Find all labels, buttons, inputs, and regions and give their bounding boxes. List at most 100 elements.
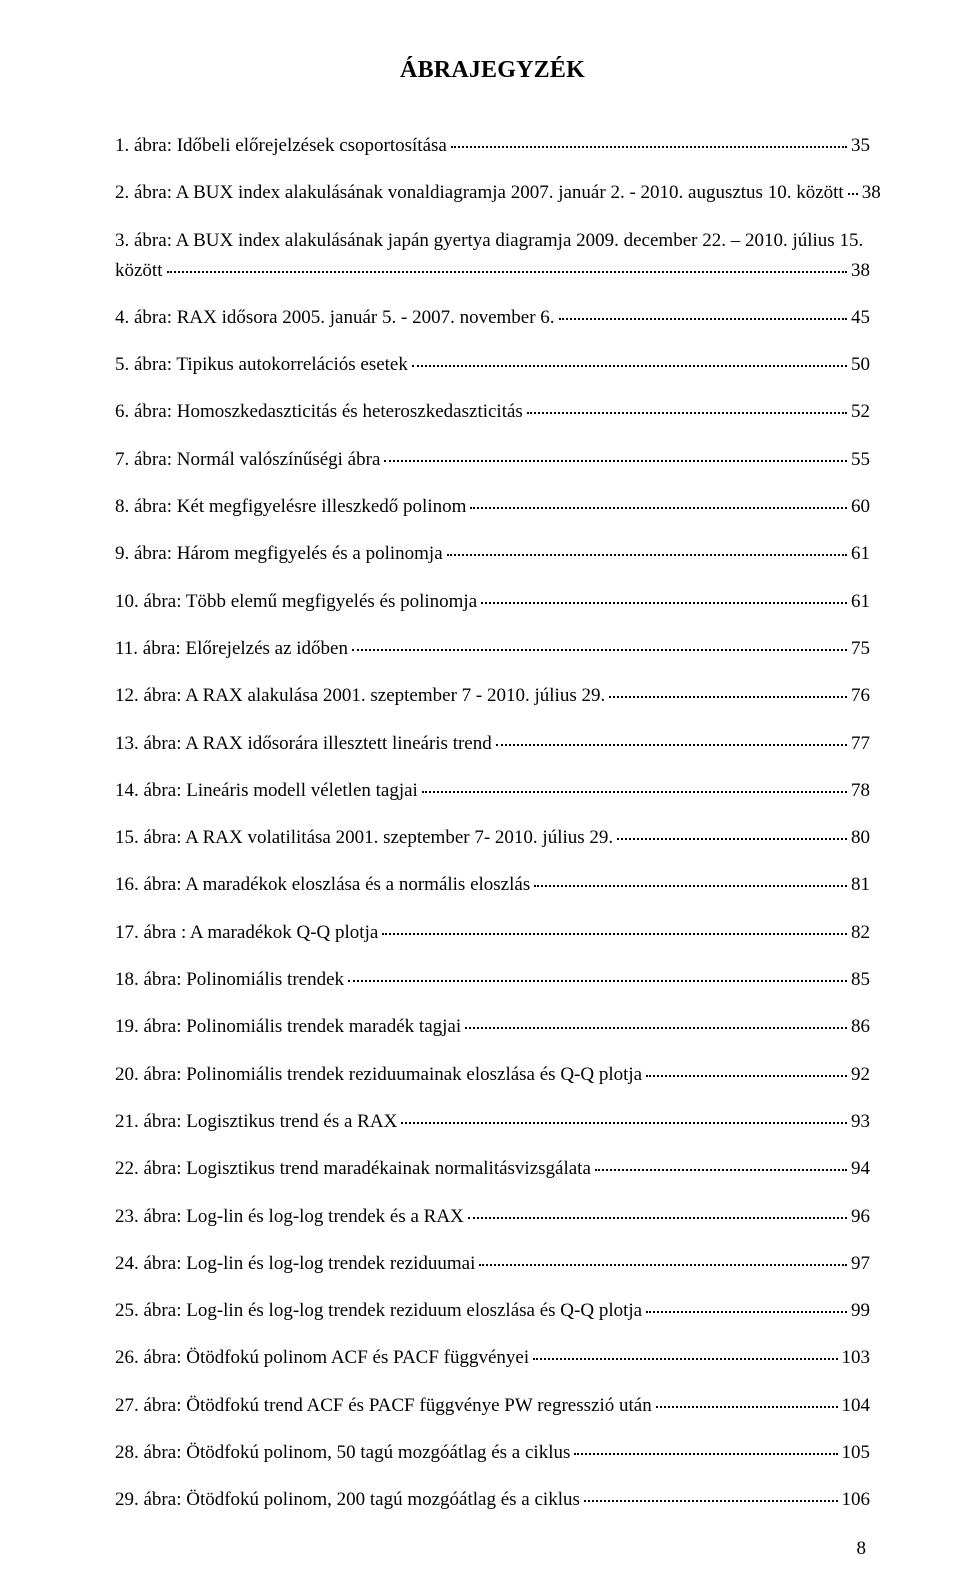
toc-entry-label-line1: 3. ábra: A BUX index alakulásának japán … [115, 231, 870, 250]
toc-entry: 20. ábra: Polinomiális trendek reziduuma… [115, 1065, 870, 1084]
toc-entry: 3. ábra: A BUX index alakulásának japán … [115, 231, 870, 280]
toc-dot-leader [656, 1406, 838, 1408]
toc-entry-label: 10. ábra: Több elemű megfigyelés és poli… [115, 592, 477, 611]
toc-entry-page: 55 [851, 450, 870, 469]
toc-entry: 21. ábra: Logisztikus trend és a RAX93 [115, 1112, 870, 1131]
toc-entry-label: 16. ábra: A maradékok eloszlása és a nor… [115, 875, 530, 894]
toc-entry-label: 25. ábra: Log-lin és log-log trendek rez… [115, 1301, 642, 1320]
toc-entry: 10. ábra: Több elemű megfigyelés és poli… [115, 592, 870, 611]
toc-entry-label: 11. ábra: Előrejelzés az időben [115, 639, 348, 658]
toc-entry-page: 103 [842, 1348, 871, 1367]
toc-dot-leader [352, 649, 847, 651]
toc-entry-page: 35 [851, 136, 870, 155]
toc-entry-page: 106 [842, 1490, 871, 1509]
toc-entry-page: 76 [851, 686, 870, 705]
toc-dot-leader [533, 1358, 837, 1360]
toc-dot-leader [595, 1169, 847, 1171]
toc-entry-page: 78 [851, 781, 870, 800]
toc-dot-leader [479, 1264, 847, 1266]
toc-entry: 9. ábra: Három megfigyelés és a polinomj… [115, 544, 870, 563]
toc-dot-leader [412, 365, 847, 367]
toc-entry-label: 21. ábra: Logisztikus trend és a RAX [115, 1112, 397, 1131]
toc-dot-leader [496, 744, 847, 746]
toc-entry: 13. ábra: A RAX idősorára illesztett lin… [115, 734, 870, 753]
toc-entry-page: 92 [851, 1065, 870, 1084]
toc-entry-page: 61 [851, 544, 870, 563]
toc-dot-leader [167, 271, 848, 273]
toc-dot-leader [401, 1122, 847, 1124]
toc-entry-label: 2. ábra: A BUX index alakulásának vonald… [115, 183, 844, 202]
toc-entry-page: 86 [851, 1017, 870, 1036]
toc-entry: 15. ábra: A RAX volatilitása 2001. szept… [115, 828, 870, 847]
toc-dot-leader [609, 696, 847, 698]
toc-entry-page: 52 [851, 402, 870, 421]
toc-entry-label: 8. ábra: Két megfigyelésre illeszkedő po… [115, 497, 466, 516]
toc-dot-leader [646, 1075, 847, 1077]
toc-entry: 23. ábra: Log-lin és log-log trendek és … [115, 1207, 870, 1226]
toc-entry: 11. ábra: Előrejelzés az időben75 [115, 639, 870, 658]
toc-entry-page: 96 [851, 1207, 870, 1226]
toc-dot-leader [468, 1217, 847, 1219]
toc-entry-page: 77 [851, 734, 870, 753]
toc-entry: 14. ábra: Lineáris modell véletlen tagja… [115, 781, 870, 800]
toc-entry-label: 29. ábra: Ötödfokú polinom, 200 tagú moz… [115, 1490, 580, 1509]
toc-entry-label: 15. ábra: A RAX volatilitása 2001. szept… [115, 828, 613, 847]
toc-entry-page: 38 [851, 261, 870, 280]
toc-entry-label: 5. ábra: Tipikus autokorrelációs esetek [115, 355, 408, 374]
toc-entry-label: 9. ábra: Három megfigyelés és a polinomj… [115, 544, 443, 563]
toc-entry-page: 94 [851, 1159, 870, 1178]
toc-entry-label: 7. ábra: Normál valószínűségi ábra [115, 450, 380, 469]
toc-dot-leader [559, 318, 847, 320]
toc-dot-leader [534, 885, 847, 887]
toc-entry-page: 105 [842, 1443, 871, 1462]
toc-entry: 1. ábra: Időbeli előrejelzések csoportos… [115, 136, 870, 155]
document-page: ÁBRAJEGYZÉK 1. ábra: Időbeli előrejelzés… [0, 0, 960, 1594]
toc-entry-label: 26. ábra: Ötödfokú polinom ACF és PACF f… [115, 1348, 529, 1367]
toc-entry: 24. ábra: Log-lin és log-log trendek rez… [115, 1254, 870, 1273]
toc-entry: 4. ábra: RAX idősora 2005. január 5. - 2… [115, 308, 870, 327]
toc-dot-leader [470, 507, 847, 509]
page-number: 8 [857, 1539, 867, 1558]
toc-dot-leader [447, 554, 847, 556]
toc-entry-label: 1. ábra: Időbeli előrejelzések csoportos… [115, 136, 447, 155]
toc-entry-label: 24. ábra: Log-lin és log-log trendek rez… [115, 1254, 475, 1273]
toc-entry-label: 12. ábra: A RAX alakulása 2001. szeptemb… [115, 686, 605, 705]
toc-dot-leader [617, 838, 847, 840]
toc-entry-label: 20. ábra: Polinomiális trendek reziduuma… [115, 1065, 642, 1084]
toc-entry-page: 97 [851, 1254, 870, 1273]
toc-entry-label: 4. ábra: RAX idősora 2005. január 5. - 2… [115, 308, 555, 327]
toc-entry: 18. ábra: Polinomiális trendek85 [115, 970, 870, 989]
toc-dot-leader [584, 1500, 838, 1502]
toc-dot-leader [465, 1027, 847, 1029]
toc-entry-page: 61 [851, 592, 870, 611]
toc-entry-page: 60 [851, 497, 870, 516]
toc-entry-label-line2: között [115, 261, 163, 280]
toc-entry: 25. ábra: Log-lin és log-log trendek rez… [115, 1301, 870, 1320]
toc-entry: 27. ábra: Ötödfokú trend ACF és PACF füg… [115, 1396, 870, 1415]
toc-entry: 19. ábra: Polinomiális trendek maradék t… [115, 1017, 870, 1036]
toc-entry: 29. ábra: Ötödfokú polinom, 200 tagú moz… [115, 1490, 870, 1509]
toc-entry-page: 38 [862, 183, 881, 202]
toc-entry: 17. ábra : A maradékok Q-Q plotja 82 [115, 923, 870, 942]
toc-entry-page: 50 [851, 355, 870, 374]
toc-dot-leader [574, 1453, 837, 1455]
toc-entry-page: 81 [851, 875, 870, 894]
toc-entry-page: 82 [851, 923, 870, 942]
toc-dot-leader [646, 1311, 847, 1313]
toc-entry: 2. ábra: A BUX index alakulásának vonald… [115, 183, 870, 202]
toc-entry: 7. ábra: Normál valószínűségi ábra 55 [115, 450, 870, 469]
toc-entry: 28. ábra: Ötödfokú polinom, 50 tagú mozg… [115, 1443, 870, 1462]
toc-dot-leader [382, 933, 847, 935]
toc-entry-page: 80 [851, 828, 870, 847]
toc-dot-leader [527, 412, 847, 414]
toc-entry-label: 18. ábra: Polinomiális trendek [115, 970, 344, 989]
toc-entry-page: 99 [851, 1301, 870, 1320]
figure-index-list: 1. ábra: Időbeli előrejelzések csoportos… [115, 136, 870, 1509]
toc-entry-label: 13. ábra: A RAX idősorára illesztett lin… [115, 734, 492, 753]
toc-entry-label: 28. ábra: Ötödfokú polinom, 50 tagú mozg… [115, 1443, 570, 1462]
toc-entry-label: 27. ábra: Ötödfokú trend ACF és PACF füg… [115, 1396, 652, 1415]
toc-entry-label: 17. ábra : A maradékok Q-Q plotja [115, 923, 378, 942]
toc-entry-page: 45 [851, 308, 870, 327]
toc-entry-page: 104 [842, 1396, 871, 1415]
toc-entry: 6. ábra: Homoszkedaszticitás és heterosz… [115, 402, 870, 421]
